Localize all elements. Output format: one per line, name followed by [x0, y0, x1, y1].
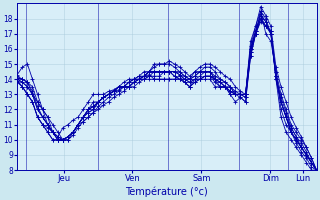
X-axis label: Température (°c): Température (°c) — [125, 186, 208, 197]
